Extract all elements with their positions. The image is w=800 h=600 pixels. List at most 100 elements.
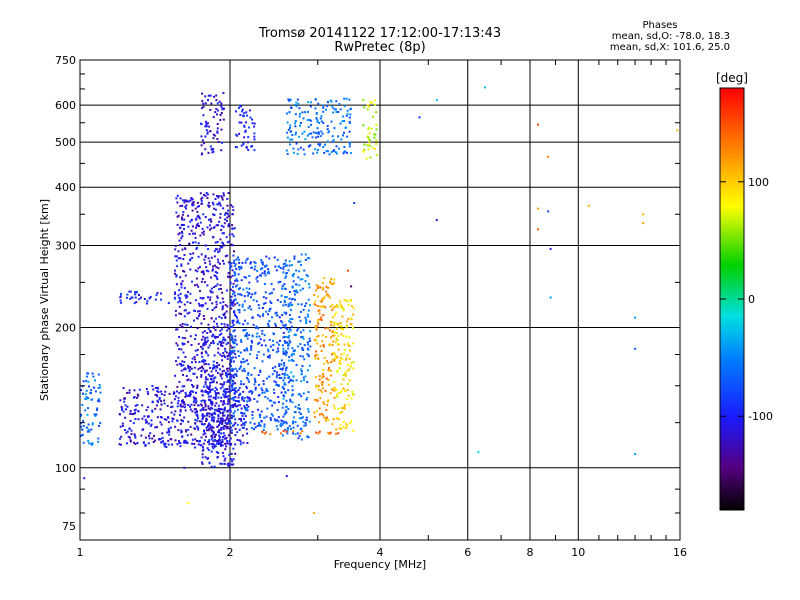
- data-point: [183, 441, 185, 444]
- data-point: [158, 398, 161, 401]
- data-point: [288, 356, 291, 359]
- data-point: [276, 347, 279, 350]
- data-point: [240, 383, 243, 386]
- data-point: [183, 416, 186, 419]
- data-point: [213, 431, 215, 434]
- data-point: [260, 259, 263, 262]
- data-point: [319, 135, 322, 138]
- data-point: [306, 119, 309, 122]
- data-point: [218, 434, 221, 437]
- data-point: [184, 409, 187, 412]
- data-point: [296, 98, 299, 101]
- data-point: [223, 388, 226, 391]
- data-point: [208, 415, 211, 418]
- data-point: [251, 122, 254, 125]
- data-point: [204, 376, 207, 379]
- data-point: [264, 302, 267, 305]
- data-point: [299, 343, 302, 346]
- data-point: [178, 239, 181, 242]
- data-point: [374, 99, 377, 102]
- data-point: [216, 455, 219, 458]
- data-point: [156, 416, 159, 419]
- data-point: [181, 232, 184, 235]
- data-point: [178, 289, 181, 292]
- data-point: [192, 390, 195, 393]
- data-point: [218, 429, 221, 432]
- data-point: [225, 236, 228, 239]
- data-point: [194, 241, 197, 244]
- data-point: [300, 303, 303, 306]
- data-point: [322, 286, 324, 289]
- data-point: [250, 145, 253, 148]
- data-point: [325, 419, 327, 422]
- data-point: [194, 411, 197, 414]
- data-point: [240, 294, 243, 297]
- data-point: [150, 419, 153, 422]
- data-point: [269, 433, 272, 436]
- data-point: [182, 211, 185, 213]
- data-point: [341, 315, 344, 318]
- data-point: [308, 337, 311, 340]
- data-point: [289, 308, 292, 311]
- data-point: [213, 207, 216, 210]
- data-point: [203, 258, 206, 261]
- data-point: [336, 395, 339, 398]
- data-point: [293, 255, 296, 258]
- data-point: [211, 388, 214, 391]
- data-point: [191, 225, 194, 228]
- data-point: [245, 146, 248, 149]
- data-point: [331, 140, 334, 143]
- data-point: [181, 223, 184, 226]
- data-point: [185, 440, 188, 443]
- data-point: [225, 425, 228, 428]
- data-point: [302, 337, 305, 340]
- data-point: [307, 315, 310, 318]
- data-point: [298, 434, 301, 437]
- data-point: [243, 349, 246, 352]
- data-point: [283, 421, 286, 424]
- data-point: [254, 262, 257, 265]
- data-point: [254, 326, 257, 329]
- data-point: [229, 363, 231, 366]
- data-point: [294, 433, 297, 436]
- data-point: [326, 416, 328, 419]
- data-point: [191, 232, 194, 235]
- data-point: [199, 192, 202, 195]
- data-point: [93, 386, 96, 389]
- data-point: [204, 244, 207, 247]
- data-point: [216, 271, 219, 274]
- data-point: [137, 410, 140, 413]
- data-point: [284, 262, 287, 265]
- data-point: [280, 419, 283, 422]
- data-point: [210, 465, 213, 468]
- data-point: [146, 406, 149, 409]
- data-point: [227, 223, 230, 226]
- data-point: [220, 105, 223, 108]
- data-point: [217, 452, 220, 454]
- data-point: [350, 361, 353, 364]
- data-point: [209, 395, 212, 398]
- data-point: [97, 399, 99, 402]
- data-point: [237, 273, 240, 276]
- data-point: [231, 382, 234, 385]
- data-point: [185, 199, 188, 202]
- data-point: [333, 314, 336, 317]
- data-point: [257, 394, 260, 397]
- data-point: [233, 415, 235, 418]
- data-point: [144, 436, 147, 439]
- data-point: [549, 247, 552, 250]
- data-point: [344, 371, 347, 374]
- data-point: [221, 420, 224, 423]
- data-point: [238, 121, 241, 124]
- data-point: [232, 324, 235, 326]
- data-point: [330, 120, 333, 123]
- data-point: [375, 154, 378, 157]
- data-point: [201, 227, 204, 230]
- data-point: [209, 400, 212, 403]
- data-point: [160, 441, 163, 444]
- data-point: [232, 319, 235, 322]
- data-point: [249, 398, 252, 401]
- data-point: [221, 370, 224, 373]
- data-point: [222, 341, 225, 344]
